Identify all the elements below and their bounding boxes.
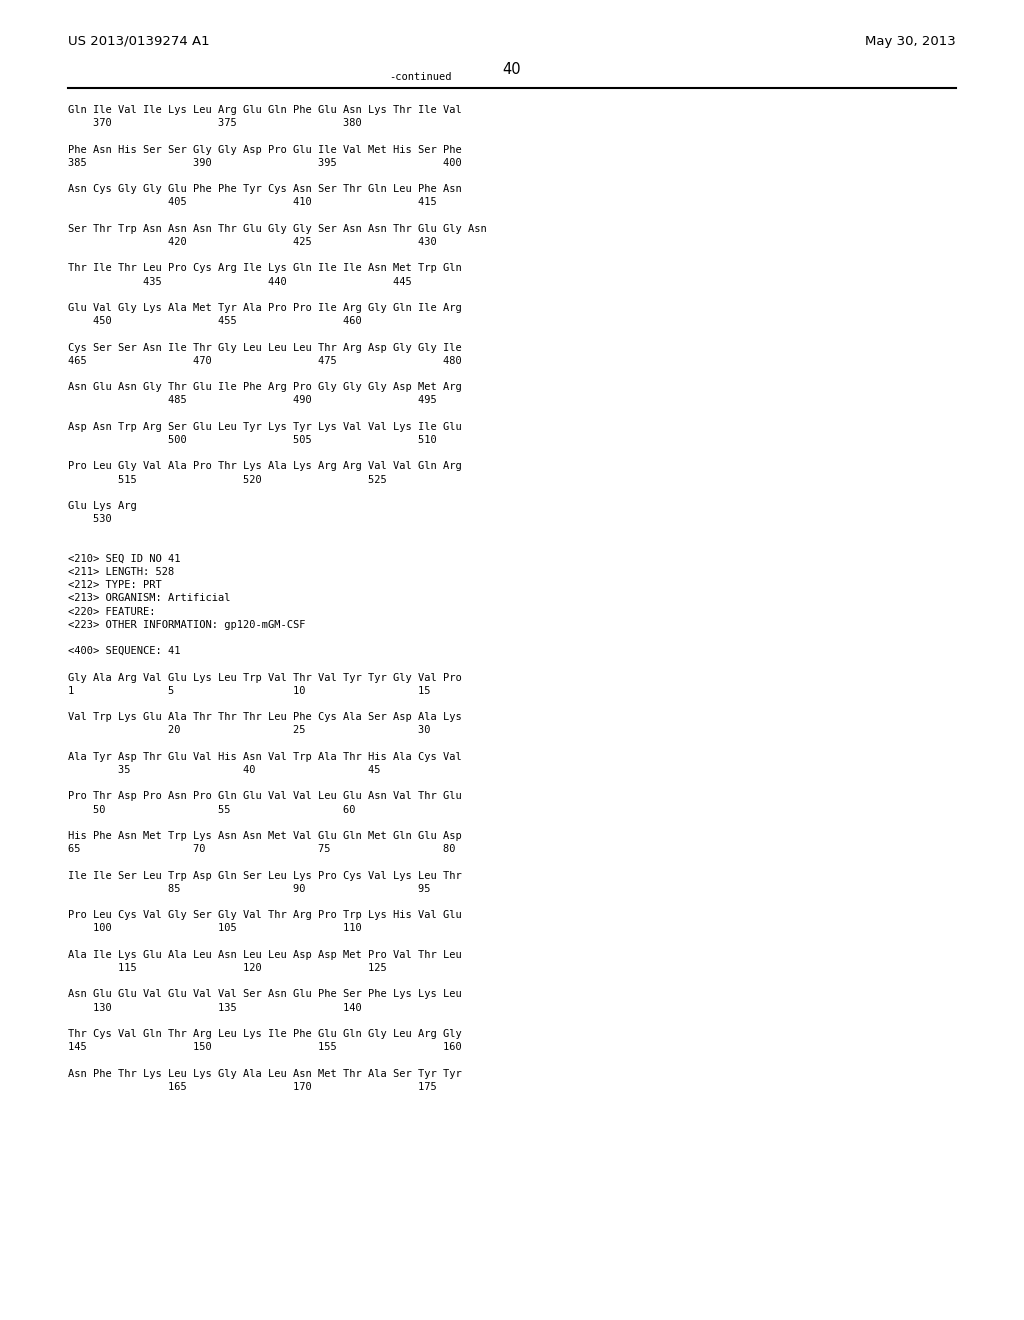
Text: Gly Ala Arg Val Glu Lys Leu Trp Val Thr Val Tyr Tyr Gly Val Pro: Gly Ala Arg Val Glu Lys Leu Trp Val Thr … <box>68 673 462 682</box>
Text: Asn Phe Thr Lys Leu Lys Gly Ala Leu Asn Met Thr Ala Ser Tyr Tyr: Asn Phe Thr Lys Leu Lys Gly Ala Leu Asn … <box>68 1069 462 1078</box>
Text: <213> ORGANISM: Artificial: <213> ORGANISM: Artificial <box>68 594 230 603</box>
Text: 435                 440                 445: 435 440 445 <box>68 277 412 286</box>
Text: Ile Ile Ser Leu Trp Asp Gln Ser Leu Lys Pro Cys Val Lys Leu Thr: Ile Ile Ser Leu Trp Asp Gln Ser Leu Lys … <box>68 871 462 880</box>
Text: 100                 105                 110: 100 105 110 <box>68 924 361 933</box>
Text: 40: 40 <box>503 62 521 77</box>
Text: 165                 170                 175: 165 170 175 <box>68 1082 437 1092</box>
Text: 385                 390                 395                 400: 385 390 395 400 <box>68 158 462 168</box>
Text: 130                 135                 140: 130 135 140 <box>68 1003 361 1012</box>
Text: 1               5                   10                  15: 1 5 10 15 <box>68 686 430 696</box>
Text: Pro Thr Asp Pro Asn Pro Gln Glu Val Val Leu Glu Asn Val Thr Glu: Pro Thr Asp Pro Asn Pro Gln Glu Val Val … <box>68 792 462 801</box>
Text: 500                 505                 510: 500 505 510 <box>68 436 437 445</box>
Text: -continued: -continued <box>389 73 452 82</box>
Text: 145                 150                 155                 160: 145 150 155 160 <box>68 1043 462 1052</box>
Text: US 2013/0139274 A1: US 2013/0139274 A1 <box>68 36 210 48</box>
Text: 65                  70                  75                  80: 65 70 75 80 <box>68 845 456 854</box>
Text: Thr Cys Val Gln Thr Arg Leu Lys Ile Phe Glu Gln Gly Leu Arg Gly: Thr Cys Val Gln Thr Arg Leu Lys Ile Phe … <box>68 1030 462 1039</box>
Text: 485                 490                 495: 485 490 495 <box>68 396 437 405</box>
Text: Ala Tyr Asp Thr Glu Val His Asn Val Trp Ala Thr His Ala Cys Val: Ala Tyr Asp Thr Glu Val His Asn Val Trp … <box>68 752 462 762</box>
Text: Pro Leu Cys Val Gly Ser Gly Val Thr Arg Pro Trp Lys His Val Glu: Pro Leu Cys Val Gly Ser Gly Val Thr Arg … <box>68 911 462 920</box>
Text: Val Trp Lys Glu Ala Thr Thr Thr Leu Phe Cys Ala Ser Asp Ala Lys: Val Trp Lys Glu Ala Thr Thr Thr Leu Phe … <box>68 713 462 722</box>
Text: Thr Ile Thr Leu Pro Cys Arg Ile Lys Gln Ile Ile Asn Met Trp Gln: Thr Ile Thr Leu Pro Cys Arg Ile Lys Gln … <box>68 264 462 273</box>
Text: 530: 530 <box>68 515 112 524</box>
Text: 35                  40                  45: 35 40 45 <box>68 766 381 775</box>
Text: Pro Leu Gly Val Ala Pro Thr Lys Ala Lys Arg Arg Val Val Gln Arg: Pro Leu Gly Val Ala Pro Thr Lys Ala Lys … <box>68 462 462 471</box>
Text: Phe Asn His Ser Ser Gly Gly Asp Pro Glu Ile Val Met His Ser Phe: Phe Asn His Ser Ser Gly Gly Asp Pro Glu … <box>68 145 462 154</box>
Text: 115                 120                 125: 115 120 125 <box>68 964 387 973</box>
Text: <220> FEATURE:: <220> FEATURE: <box>68 607 156 616</box>
Text: <211> LENGTH: 528: <211> LENGTH: 528 <box>68 568 174 577</box>
Text: <223> OTHER INFORMATION: gp120-mGM-CSF: <223> OTHER INFORMATION: gp120-mGM-CSF <box>68 620 305 630</box>
Text: <212> TYPE: PRT: <212> TYPE: PRT <box>68 581 162 590</box>
Text: Glu Lys Arg: Glu Lys Arg <box>68 502 137 511</box>
Text: <210> SEQ ID NO 41: <210> SEQ ID NO 41 <box>68 554 180 564</box>
Text: 420                 425                 430: 420 425 430 <box>68 238 437 247</box>
Text: <400> SEQUENCE: 41: <400> SEQUENCE: 41 <box>68 647 180 656</box>
Text: 405                 410                 415: 405 410 415 <box>68 198 437 207</box>
Text: 50                  55                  60: 50 55 60 <box>68 805 355 814</box>
Text: 20                  25                  30: 20 25 30 <box>68 726 430 735</box>
Text: 515                 520                 525: 515 520 525 <box>68 475 387 484</box>
Text: His Phe Asn Met Trp Lys Asn Asn Met Val Glu Gln Met Gln Glu Asp: His Phe Asn Met Trp Lys Asn Asn Met Val … <box>68 832 462 841</box>
Text: Cys Ser Ser Asn Ile Thr Gly Leu Leu Leu Thr Arg Asp Gly Gly Ile: Cys Ser Ser Asn Ile Thr Gly Leu Leu Leu … <box>68 343 462 352</box>
Text: Glu Val Gly Lys Ala Met Tyr Ala Pro Pro Ile Arg Gly Gln Ile Arg: Glu Val Gly Lys Ala Met Tyr Ala Pro Pro … <box>68 304 462 313</box>
Text: 85                  90                  95: 85 90 95 <box>68 884 430 894</box>
Text: 450                 455                 460: 450 455 460 <box>68 317 361 326</box>
Text: 370                 375                 380: 370 375 380 <box>68 119 361 128</box>
Text: May 30, 2013: May 30, 2013 <box>865 36 956 48</box>
Text: Asp Asn Trp Arg Ser Glu Leu Tyr Lys Tyr Lys Val Val Lys Ile Glu: Asp Asn Trp Arg Ser Glu Leu Tyr Lys Tyr … <box>68 422 462 432</box>
Text: Asn Glu Glu Val Glu Val Val Ser Asn Glu Phe Ser Phe Lys Lys Leu: Asn Glu Glu Val Glu Val Val Ser Asn Glu … <box>68 990 462 999</box>
Text: 465                 470                 475                 480: 465 470 475 480 <box>68 356 462 366</box>
Text: Asn Glu Asn Gly Thr Glu Ile Phe Arg Pro Gly Gly Gly Asp Met Arg: Asn Glu Asn Gly Thr Glu Ile Phe Arg Pro … <box>68 383 462 392</box>
Text: Ser Thr Trp Asn Asn Asn Thr Glu Gly Gly Ser Asn Asn Thr Glu Gly Asn: Ser Thr Trp Asn Asn Asn Thr Glu Gly Gly … <box>68 224 486 234</box>
Text: Gln Ile Val Ile Lys Leu Arg Glu Gln Phe Glu Asn Lys Thr Ile Val: Gln Ile Val Ile Lys Leu Arg Glu Gln Phe … <box>68 106 462 115</box>
Text: Ala Ile Lys Glu Ala Leu Asn Leu Leu Asp Asp Met Pro Val Thr Leu: Ala Ile Lys Glu Ala Leu Asn Leu Leu Asp … <box>68 950 462 960</box>
Text: Asn Cys Gly Gly Glu Phe Phe Tyr Cys Asn Ser Thr Gln Leu Phe Asn: Asn Cys Gly Gly Glu Phe Phe Tyr Cys Asn … <box>68 185 462 194</box>
